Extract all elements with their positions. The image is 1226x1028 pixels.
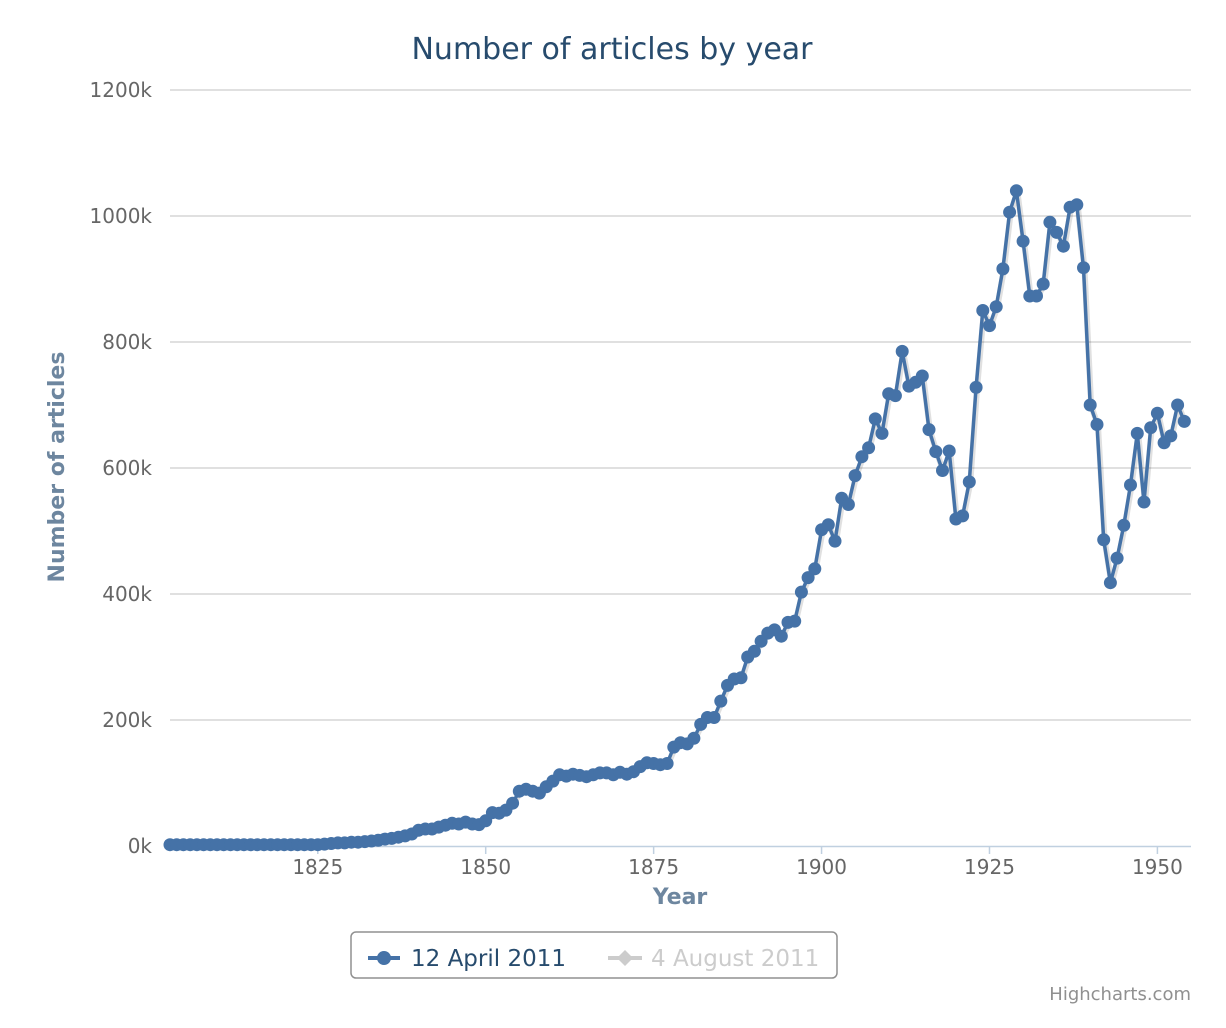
y-tick-label: 600k (102, 456, 152, 480)
y-tick-label: 1000k (90, 204, 153, 228)
gridlines (170, 89, 1191, 721)
legend-label-12-april-2011: 12 April 2011 (411, 946, 566, 972)
data-point[interactable] (1050, 225, 1064, 239)
data-point[interactable] (1164, 429, 1178, 443)
data-point[interactable] (734, 671, 748, 685)
data-point[interactable] (1077, 261, 1090, 275)
data-point[interactable] (848, 469, 862, 483)
x-tick-label: 1950 (1132, 855, 1183, 879)
data-point[interactable] (1009, 184, 1023, 198)
data-point[interactable] (1177, 414, 1191, 428)
data-point[interactable] (714, 694, 728, 708)
legend-item-12-april-2011[interactable]: 12 April 2011 (368, 946, 566, 972)
data-point[interactable] (1003, 205, 1017, 219)
y-axis-ticks: 0k 200k 400k 600k 800k 1000k 1200k (90, 78, 153, 858)
data-point[interactable] (788, 614, 802, 628)
data-point[interactable] (1144, 421, 1158, 435)
data-point[interactable] (687, 731, 701, 745)
y-tick-label: 0k (128, 834, 153, 858)
data-point[interactable] (976, 304, 990, 317)
x-tick-label: 1875 (628, 855, 679, 879)
data-point[interactable] (983, 319, 996, 333)
legend-series-marker-icon (377, 951, 391, 965)
data-point[interactable] (506, 796, 520, 810)
data-point[interactable] (801, 571, 815, 585)
data-point[interactable] (821, 518, 835, 532)
data-point[interactable] (1090, 418, 1104, 431)
y-tick-label: 800k (102, 330, 152, 354)
data-point[interactable] (1036, 277, 1050, 291)
data-point[interactable] (915, 369, 929, 383)
data-point[interactable] (1016, 234, 1030, 248)
legend-label-4-august-2011: 4 August 2011 (651, 946, 819, 972)
data-point[interactable] (828, 534, 842, 548)
data-point[interactable] (1171, 398, 1185, 412)
data-point[interactable] (875, 426, 889, 440)
data-point[interactable] (660, 757, 674, 770)
data-point[interactable] (1056, 239, 1070, 253)
data-point[interactable] (1083, 398, 1097, 412)
data-point[interactable] (895, 344, 909, 358)
x-tick-label: 1850 (460, 855, 511, 879)
x-tick-label: 1825 (292, 855, 343, 879)
data-point[interactable] (1124, 478, 1137, 492)
data-point[interactable] (969, 380, 983, 394)
data-point[interactable] (962, 475, 976, 489)
data-point[interactable] (922, 423, 936, 437)
data-point[interactable] (1130, 426, 1144, 440)
data-point[interactable] (808, 562, 822, 576)
data-point[interactable] (774, 629, 788, 643)
data-point[interactable] (862, 441, 876, 455)
y-tick-label: 400k (102, 582, 152, 606)
data-point[interactable] (989, 300, 1003, 314)
data-point[interactable] (1110, 551, 1124, 565)
data-point[interactable] (841, 498, 855, 511)
data-point[interactable] (1117, 518, 1131, 532)
chart-title: Number of articles by year (411, 32, 813, 67)
credits-link[interactable]: Highcharts.com (1049, 984, 1191, 1005)
data-point[interactable] (868, 412, 882, 426)
data-point[interactable] (1150, 406, 1164, 420)
y-tick-label: 1200k (90, 78, 153, 102)
data-point[interactable] (956, 509, 970, 523)
legend-item-4-august-2011[interactable]: 4 August 2011 (608, 946, 819, 972)
y-tick-label: 200k (102, 708, 152, 732)
data-point[interactable] (888, 389, 902, 403)
data-point[interactable] (747, 644, 761, 658)
x-axis-title: Year (652, 885, 708, 910)
x-tick-label: 1925 (964, 855, 1015, 879)
data-point[interactable] (936, 464, 949, 477)
x-tick-label: 1900 (796, 855, 847, 879)
data-point[interactable] (855, 450, 869, 464)
data-point[interactable] (942, 444, 956, 458)
legend: 12 April 2011 4 August 2011 (350, 931, 838, 979)
legend-box (350, 931, 838, 979)
data-point[interactable] (1070, 198, 1084, 212)
plot-area (163, 184, 1191, 852)
y-axis-title: Number of articles (45, 352, 70, 583)
data-point[interactable] (707, 711, 721, 724)
data-point[interactable] (996, 262, 1010, 276)
data-point[interactable] (1103, 576, 1117, 590)
data-point[interactable] (1030, 289, 1043, 303)
data-point[interactable] (1097, 533, 1111, 547)
data-point[interactable] (929, 445, 943, 459)
data-point[interactable] (1137, 495, 1151, 509)
data-point[interactable] (794, 585, 808, 599)
legend-series-diamond-icon (617, 950, 633, 966)
data-point[interactable] (1043, 215, 1057, 229)
